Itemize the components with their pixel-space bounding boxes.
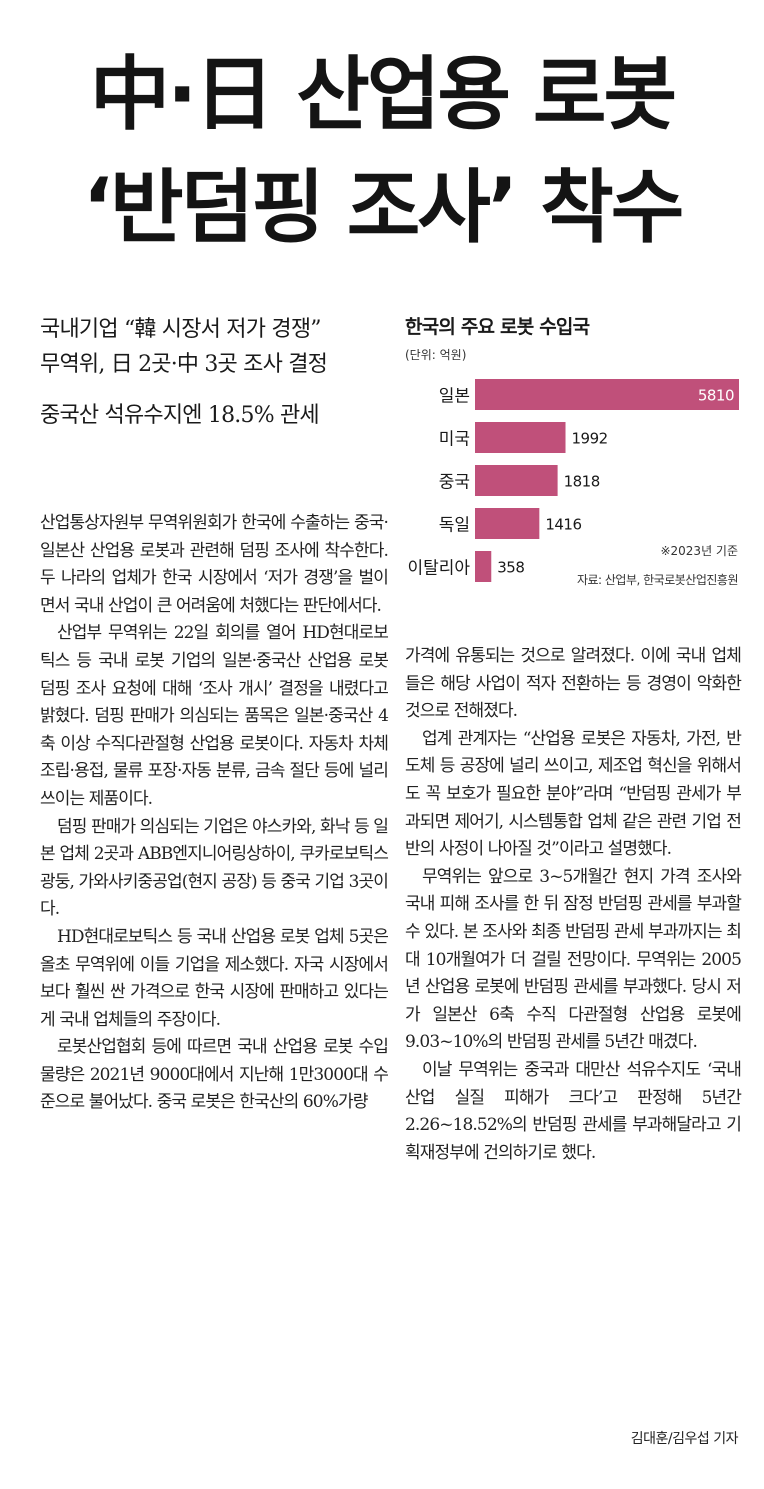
chart-category-label: 독일 [439,516,470,536]
chart-bar [475,551,492,582]
chart-title: 한국의 주요 로봇 수입국 [405,316,590,338]
article-column-1: 산업통상자원부 무역위원회가 한국에 수출하는 중국·일본산 산업용 로봇과 관… [40,510,389,1117]
paragraph: 덤핑 판매가 의심되는 기업은 야스카와, 화낙 등 일본 업체 2곳과 ABB… [40,816,389,920]
paragraph: 무역위는 앞으로 3~5개월간 현지 가격 조사와 국내 피해 조사를 한 뒤 … [405,866,742,1053]
byline: 김대훈/김우섭 기자 [630,1431,739,1447]
chart-note: ※2023년 기준 [660,544,738,558]
chart-category-label: 미국 [439,430,470,450]
article-column-2: 가격에 유통되는 것으로 알려졌다. 이에 국내 업체들은 해당 사업이 적자 … [405,643,742,1167]
chart-bar [475,465,558,496]
headline-line-1: 中·日 산업용 로봇 [89,48,677,141]
subheadings: 국내기업 “韓 시장서 저가 경쟁” 무역위, 日 2곳·中 3곳 조사 결정 … [40,312,400,433]
paragraph: 이날 무역위는 중국과 대만산 석유수지도 ‘국내 산업 실질 피해가 크다’고… [405,1059,742,1163]
chart-unit: (단위: 억원) [405,348,467,362]
chart-bar [475,379,739,410]
paragraph: 가격에 유통되는 것으로 알려졌다. 이에 국내 업체들은 해당 사업이 적자 … [405,646,742,722]
chart-value-label: 358 [497,559,524,577]
headline-line-2: ‘반덤핑 조사’ 착수 [82,161,685,254]
chart-value-label: 5810 [698,387,734,405]
chart-category-label: 이탈리아 [407,559,470,579]
paragraph: HD현대로보틱스 등 국내 산업용 로봇 업체 5곳은 올초 무역위에 이들 기… [40,926,389,1030]
chart-value-label: 1992 [572,430,608,448]
chart-value-label: 1818 [564,473,600,491]
chart-plot: 일본 5810 미국 1992 중국 1818 독일 1416 이탈리아 358 ※2023년 기준… [407,379,739,587]
import-bar-chart: 한국의 주요 로봇 수입국 (단위: 억원) 일본 5810 미국 1992 중국 181… [405,312,755,597]
subheading-2: 무역위, 日 2곳·中 3곳 조사 결정 [40,352,328,377]
paragraph: 로봇산업협회 등에 따르면 국내 산업용 로봇 수입 물량은 2021년 900… [40,1037,389,1113]
chart-category-label: 중국 [439,473,470,493]
chart-bar [475,422,566,453]
chart-value-label: 1416 [545,516,581,534]
paragraph: 산업부 무역위는 22일 회의를 열어 HD현대로보틱스 등 국내 로봇 기업의… [40,623,389,809]
chart-category-label: 일본 [439,387,470,407]
subheading-1: 국내기업 “韓 시장서 저가 경쟁” [40,317,322,342]
paragraph: 업계 관계자는 “산업용 로봇은 자동차, 가전, 반도체 등 공장에 널리 쓰… [405,728,742,860]
chart-bar [475,508,540,539]
chart-source: 자료: 산업부, 한국로봇산업진흥원 [577,573,738,587]
subheading-3: 중국산 석유수지엔 18.5% 관세 [40,403,320,428]
paragraph: 산업통상자원부 무역위원회가 한국에 수출하는 중국·일본산 산업용 로봇과 관… [40,513,389,616]
